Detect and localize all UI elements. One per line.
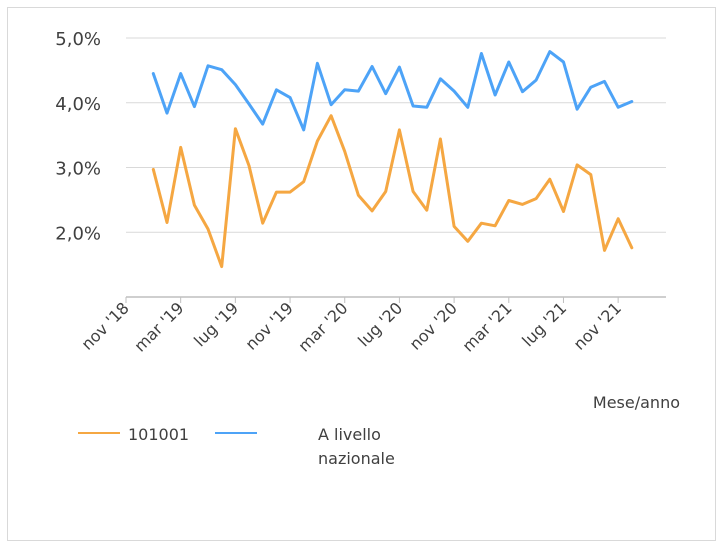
y-tick-label: 3,0% (55, 159, 101, 180)
legend-label-101001: 101001 (128, 425, 190, 444)
legend-swatch-101001 (78, 432, 120, 434)
x-axis-title: Mese/anno (593, 393, 680, 412)
y-tick-label: 5,0% (55, 29, 101, 50)
chart-frame (7, 7, 716, 541)
series-group (151, 50, 634, 269)
y-tick-label: 2,0% (55, 223, 101, 244)
legend-label-nazionale: A livello nazionale (318, 425, 395, 468)
x-tick-label: nov '21 (570, 298, 625, 353)
x-tick-label: lug '20 (354, 298, 406, 350)
x-tick-label: nov '19 (242, 298, 297, 353)
x-tick-label: mar '21 (458, 298, 515, 355)
x-tick-label: mar '20 (294, 298, 351, 355)
x-tick-label: lug '21 (518, 298, 570, 350)
y-tick-label: 4,0% (55, 94, 101, 115)
y-axis-labels: 2,0% 3,0% 4,0% 5,0% (55, 29, 101, 244)
x-tick-label: nov '18 (77, 298, 132, 353)
x-ticks (125, 297, 619, 303)
x-tick-label: lug '19 (190, 298, 242, 350)
series-line-nazionale (151, 50, 634, 132)
x-tick-label: mar '19 (130, 298, 187, 355)
legend-swatch-nazionale (215, 432, 257, 434)
legend: 101001 A livello nazionale (78, 423, 498, 483)
series-line-101001 (151, 114, 634, 269)
x-tick-label: nov '20 (406, 298, 461, 353)
